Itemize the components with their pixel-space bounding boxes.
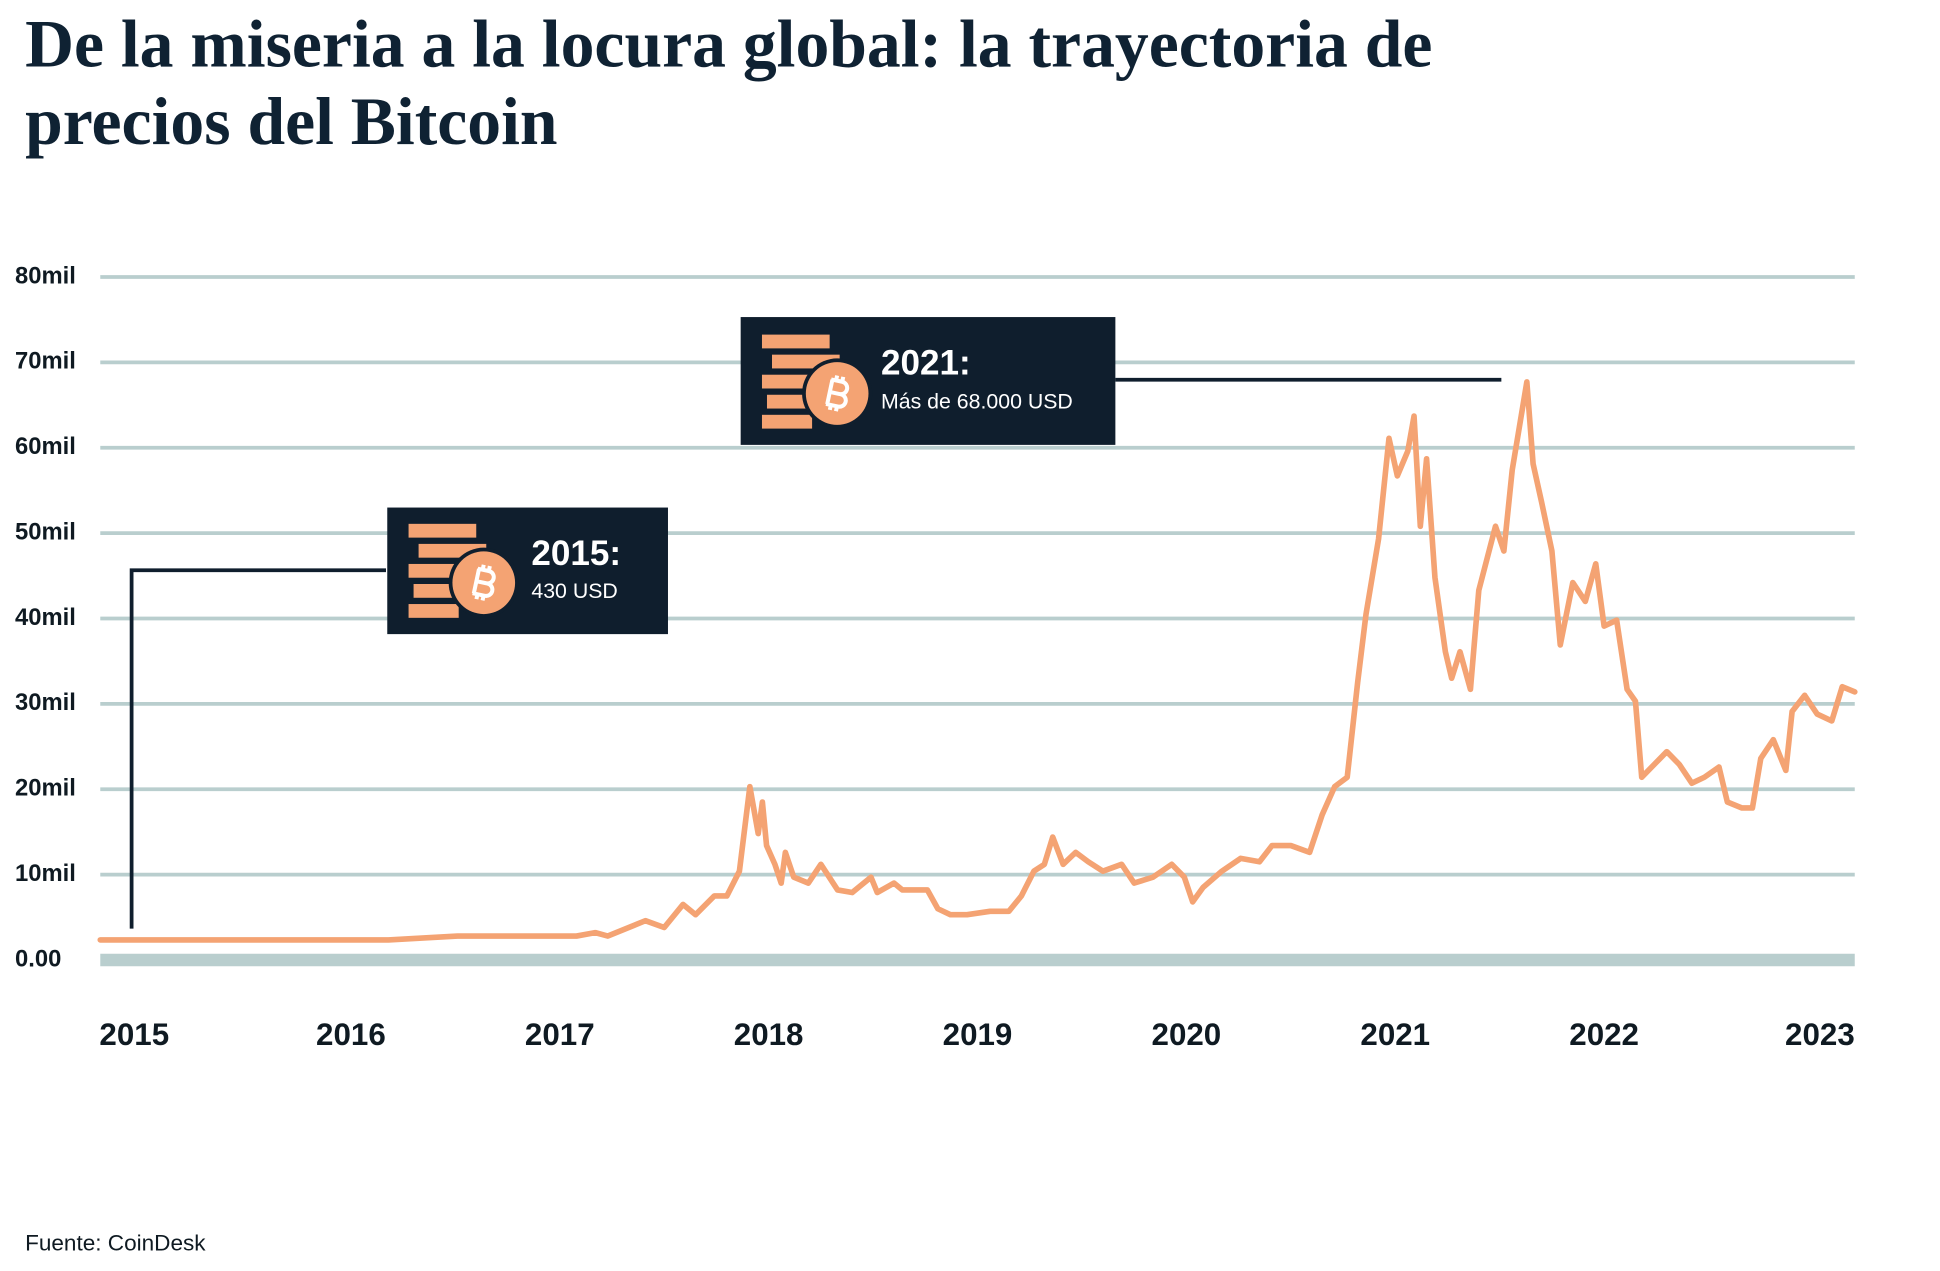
x-tick-label: 2021 [1360, 1017, 1430, 1052]
y-tick-label: 50mil [15, 518, 76, 545]
y-tick-label: 10mil [15, 860, 76, 887]
y-tick-label: 60mil [15, 433, 76, 460]
annotation-box: 2015: 430 USD [387, 507, 668, 635]
y-tick-label: 20mil [15, 775, 76, 802]
annotation-text: Más de 68.000 USD [881, 390, 1073, 414]
x-tick-label: 2016 [316, 1017, 386, 1052]
chart-title: De la miseria a la locura global: la tra… [25, 6, 1432, 81]
y-tick-label: 30mil [15, 689, 76, 716]
y-tick-label: 80mil [15, 262, 76, 289]
annotation-label: 2021: [881, 344, 971, 383]
grid: 0.00 10mil 20mil 30mil 40mil 50mil 60mil 70mil 8… [15, 262, 1855, 1052]
x-tick-label: 2023 [1785, 1017, 1855, 1052]
price-line [97, 379, 1858, 943]
source: Fuente: CoinDesk [25, 1231, 206, 1256]
x-tick-label: 2015 [99, 1017, 169, 1052]
x-tick-label: 2020 [1152, 1017, 1222, 1052]
annotation-box: 2021: Más de 68.000 USD [740, 317, 1116, 445]
x-tick-label: 2018 [734, 1017, 804, 1052]
plot [97, 379, 1858, 943]
annotation-label: 2015: [531, 534, 621, 573]
x-tick-label: 2022 [1569, 1017, 1639, 1052]
y-tick-label: 70mil [15, 348, 76, 375]
x-tick-label: 2017 [525, 1017, 595, 1052]
x-tick-label: 2019 [943, 1017, 1013, 1052]
chart-title: precios del Bitcoin [25, 84, 557, 159]
annotation-leader [129, 568, 387, 929]
y-tick-label: 40mil [15, 604, 76, 631]
y-tick-label: 0.00 [15, 945, 61, 972]
annotation-text: 430 USD [531, 579, 617, 603]
